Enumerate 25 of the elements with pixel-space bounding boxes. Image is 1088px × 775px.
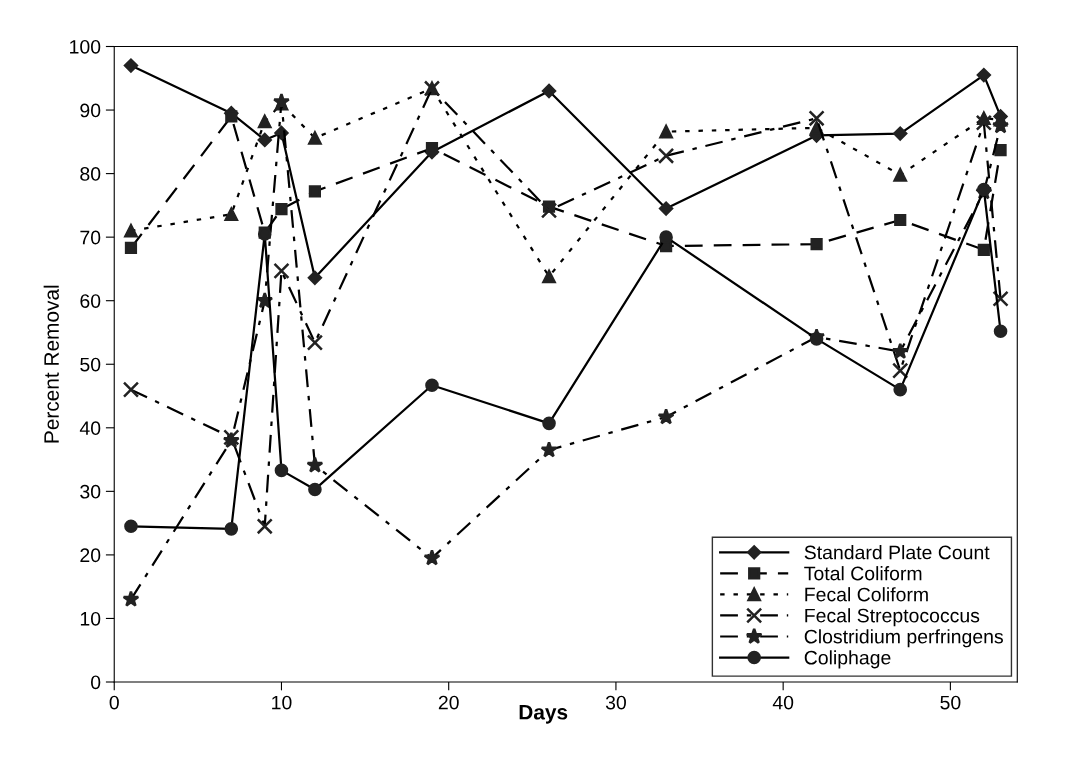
y-tick-label: 20 <box>80 548 101 563</box>
y-tick-label: 30 <box>80 484 101 499</box>
y-tick-label: 10 <box>80 611 101 626</box>
legend-label: Coliphage <box>804 650 891 669</box>
x-tick-label: 30 <box>605 695 626 710</box>
x-tick-label: 40 <box>772 695 794 710</box>
y-tick-label: 80 <box>80 167 101 181</box>
x-tick-label: 50 <box>940 695 961 710</box>
y-tick-label: 50 <box>80 357 101 372</box>
legend-label: Standard Plate Count <box>804 545 990 560</box>
y-tick-label: 70 <box>80 230 101 245</box>
legend-label: Clostridium perfringens <box>804 629 1003 648</box>
y-tick-label: 0 <box>90 675 101 690</box>
y-tick-label: 40 <box>79 421 101 436</box>
y-tick-label: 90 <box>80 103 101 118</box>
legend-label: Total Coliform <box>804 566 922 581</box>
legend-label: Fecal Streptococcus <box>805 608 980 627</box>
y-axis-title: Percent Removal <box>43 285 59 443</box>
x-tick-label: 10 <box>272 695 292 710</box>
legend-label: Fecal Coliform <box>805 587 928 602</box>
x-axis-title: Days <box>519 705 568 724</box>
y-tick-label: 60 <box>80 294 101 308</box>
x-tick-label: 20 <box>438 695 459 710</box>
y-tick-label: 100 <box>70 39 101 54</box>
x-tick-label: 0 <box>109 695 119 710</box>
